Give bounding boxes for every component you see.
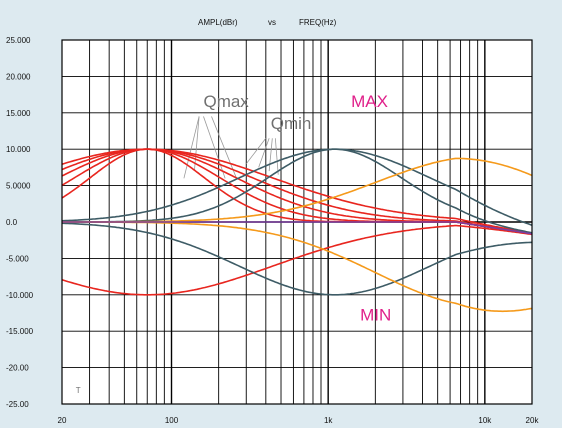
- y-tick-label: 10.000: [6, 145, 31, 154]
- x-tick-label: 20k: [526, 416, 540, 425]
- q-leader-line: [203, 116, 226, 179]
- y-tick-label: 15.000: [6, 109, 31, 118]
- q-leader-line: [274, 138, 279, 175]
- plot-border: [61, 39, 533, 405]
- x-tick-label: 100: [165, 416, 179, 425]
- x-tick-label: 20: [58, 416, 67, 425]
- annotation-label: MIN: [360, 305, 391, 324]
- response-curves: [61, 148, 533, 313]
- y-tick-label: 0.0: [6, 218, 18, 227]
- y-tick-label: -25.00: [6, 400, 29, 409]
- q-leader-line: [183, 116, 200, 179]
- q-leader-lines: [183, 116, 279, 179]
- y-axis-tick-labels: 25.000 20.000 15.000 10.000 5.0000 0.0 -5.000 -…: [6, 36, 34, 409]
- y-tick-label: 5.0000: [6, 182, 31, 191]
- response-curve: [61, 224, 533, 296]
- q-leader-line: [194, 116, 200, 172]
- q-leader-line: [258, 138, 270, 168]
- y-tick-label: 25.000: [6, 36, 31, 45]
- annotations: Qmax Qmin MAX MIN T: [76, 92, 392, 395]
- chart-title-right: FREQ(Hz): [299, 18, 337, 27]
- annotation-label: Qmin: [271, 114, 312, 133]
- q-leader-line: [245, 138, 267, 165]
- response-curve: [62, 221, 533, 235]
- annotation-label: MAX: [351, 92, 388, 111]
- y-tick-label: 20.000: [6, 72, 31, 81]
- y-tick-label: -10.000: [6, 291, 34, 300]
- chart-title-vs: vs: [268, 18, 276, 27]
- response-curve: [61, 148, 533, 234]
- annotation-label: T: [76, 386, 81, 395]
- y-tick-label: -5.000: [6, 254, 29, 263]
- x-tick-label: 10k: [478, 416, 492, 425]
- response-curve: [61, 148, 533, 226]
- q-leader-line: [268, 138, 273, 172]
- y-tick-label: -15.000: [6, 327, 34, 336]
- chart-title-left: AMPL(dBr): [198, 18, 238, 27]
- x-axis-tick-labels: 20 100 1k 10k 20k: [58, 416, 540, 425]
- q-leader-line: [211, 116, 237, 179]
- response-curve: [61, 222, 533, 296]
- y-tick-label: -20.00: [6, 364, 29, 373]
- x-tick-label: 1k: [324, 416, 333, 425]
- annotation-label: Qmax: [203, 92, 249, 111]
